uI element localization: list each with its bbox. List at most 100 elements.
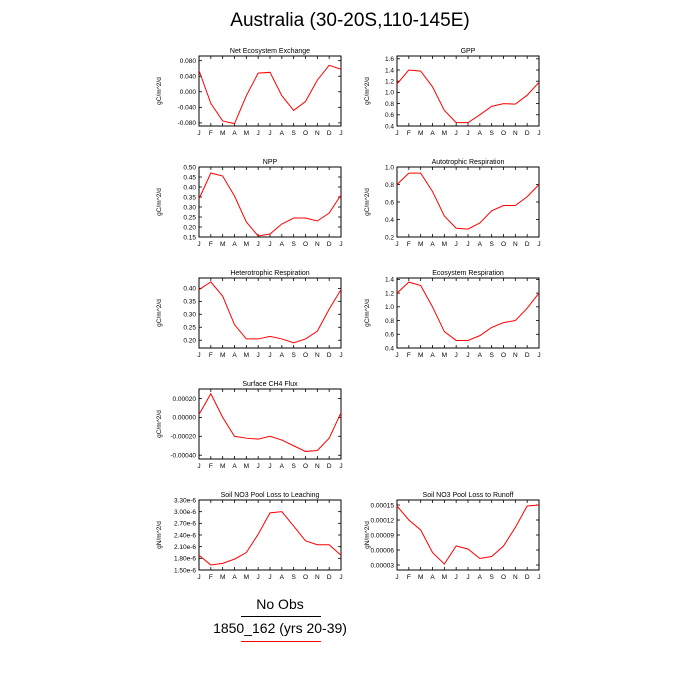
x-tick-label: A (478, 241, 483, 248)
x-tick-label: F (407, 574, 411, 581)
x-tick-label: N (513, 130, 518, 137)
series-line (396, 281, 540, 341)
series-line (396, 504, 540, 565)
chart-title: Soil NO3 Pool Loss to Leaching (221, 492, 320, 499)
x-tick-label: F (407, 241, 411, 248)
x-tick-label: N (513, 574, 518, 581)
x-tick-label: S (489, 352, 494, 359)
x-tick-label: N (315, 241, 320, 248)
x-tick-label: J (257, 241, 260, 248)
series-line (198, 511, 342, 566)
y-axis-label: gC/m^2/d (364, 77, 371, 105)
x-tick-label: M (244, 574, 249, 581)
y-axis-label: gC/m^2/d (364, 299, 371, 327)
x-tick-label: J (197, 130, 200, 137)
y-tick-label: 1.6 (385, 56, 394, 63)
x-tick-label: O (501, 130, 506, 137)
y-tick-label: 0.8 (385, 101, 394, 108)
x-tick-label: M (244, 352, 249, 359)
chart-title: GPP (461, 48, 476, 55)
x-tick-label: M (442, 574, 447, 581)
x-tick-label: J (537, 130, 540, 137)
y-tick-label: 1.4 (385, 277, 394, 284)
x-tick-label: J (257, 463, 260, 470)
y-axis-label: gC/m^2/d (156, 410, 163, 438)
y-tick-label: 2.10e-6 (174, 544, 196, 551)
x-tick-label: A (232, 130, 237, 137)
chart-title: Ecosystem Respiration (432, 270, 504, 277)
y-tick-label: 1.4 (385, 67, 394, 74)
legend-red-line (241, 641, 321, 642)
x-tick-label: S (291, 241, 296, 248)
x-tick-label: A (430, 241, 435, 248)
y-tick-label: 1.0 (385, 164, 394, 171)
legend-black-line (241, 616, 321, 617)
x-tick-label: D (525, 574, 530, 581)
y-tick-label: 0.00009 (371, 532, 395, 539)
y-tick-label: 2.40e-6 (174, 532, 196, 539)
chart-frame (198, 499, 342, 571)
x-tick-label: F (209, 130, 213, 137)
x-tick-label: M (220, 463, 225, 470)
x-tick-label: S (291, 574, 296, 581)
y-tick-label: 0.20 (183, 224, 196, 231)
y-tick-label: 0.080 (180, 58, 197, 65)
legend-run-label: 1850_162 (yrs 20-39) (213, 620, 347, 636)
y-tick-label: 0.00006 (371, 547, 395, 554)
x-tick-label: A (430, 352, 435, 359)
y-tick-label: 0.4 (385, 345, 394, 352)
x-tick-label: M (244, 241, 249, 248)
x-tick-label: M (442, 241, 447, 248)
y-tick-label: 0.45 (183, 174, 196, 181)
x-tick-label: J (268, 463, 271, 470)
x-tick-label: J (395, 574, 398, 581)
x-tick-label: O (303, 130, 308, 137)
x-tick-label: J (466, 130, 469, 137)
x-tick-label: F (407, 130, 411, 137)
x-tick-label: M (244, 463, 249, 470)
y-tick-label: -0.080 (178, 120, 197, 127)
series-line (396, 172, 540, 230)
x-tick-label: O (501, 241, 506, 248)
y-axis-label: gC/m^2/d (156, 299, 163, 327)
x-tick-label: J (537, 352, 540, 359)
y-tick-label: 0.4 (385, 217, 394, 224)
y-tick-label: 0.8 (385, 182, 394, 189)
y-tick-label: 0.20 (183, 338, 196, 345)
x-tick-label: A (280, 130, 285, 137)
x-tick-label: N (315, 130, 320, 137)
x-tick-label: J (268, 574, 271, 581)
x-tick-label: S (489, 130, 494, 137)
y-tick-label: 0.8 (385, 318, 394, 325)
y-tick-label: 1.0 (385, 304, 394, 311)
y-tick-label: 2.70e-6 (174, 521, 196, 528)
y-axis-label: gC/m^2/d (156, 77, 163, 105)
y-tick-label: 0.35 (183, 299, 196, 306)
x-tick-label: J (537, 574, 540, 581)
x-tick-label: M (220, 241, 225, 248)
x-tick-label: M (418, 352, 423, 359)
x-tick-label: N (315, 574, 320, 581)
x-tick-label: O (303, 352, 308, 359)
x-tick-label: O (501, 574, 506, 581)
x-tick-label: A (430, 574, 435, 581)
x-tick-label: S (291, 352, 296, 359)
y-tick-label: 1.80e-6 (174, 556, 196, 563)
x-tick-label: A (478, 352, 483, 359)
x-tick-label: J (395, 352, 398, 359)
chart-frame (198, 55, 342, 127)
chart-title: Autotrophic Respiration (432, 159, 505, 166)
chart-title: Surface CH4 Flux (242, 381, 298, 388)
x-tick-label: D (525, 241, 530, 248)
x-tick-label: A (232, 574, 237, 581)
x-tick-label: M (418, 241, 423, 248)
x-tick-label: J (455, 352, 458, 359)
x-tick-label: A (430, 130, 435, 137)
y-tick-label: 0.50 (183, 164, 196, 171)
y-tick-label: 0.35 (183, 194, 196, 201)
x-tick-label: J (455, 241, 458, 248)
y-axis-label: gN/m^2/d (156, 521, 163, 549)
x-tick-label: J (339, 463, 342, 470)
